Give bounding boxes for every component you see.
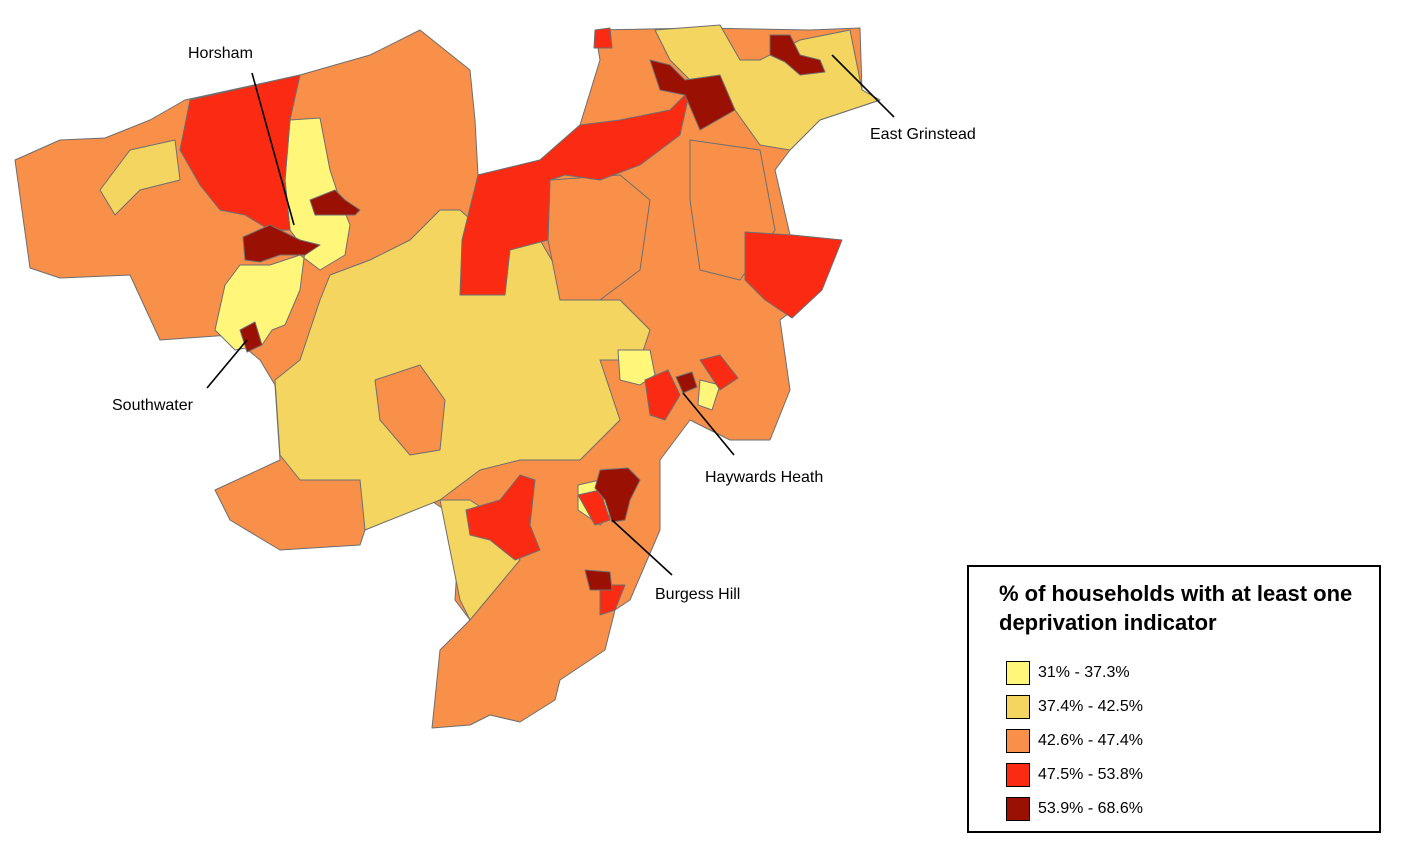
legend-label: 42.6% - 47.4% (1038, 732, 1143, 749)
haywards-heath-label: Haywards Heath (705, 469, 823, 486)
southwater-leader-line (206, 339, 248, 389)
legend-item: 31% - 37.3% (1006, 656, 1143, 690)
map-region (699, 354, 739, 391)
map-region (675, 371, 698, 394)
legend-swatch (1006, 661, 1030, 685)
map-region (584, 569, 613, 591)
map-region (459, 89, 691, 296)
map-region (697, 379, 721, 411)
legend-item: 47.5% - 53.8% (1006, 758, 1143, 792)
map-region (744, 231, 843, 319)
legend-label: 47.5% - 53.8% (1038, 766, 1143, 783)
map-region (593, 27, 613, 49)
map-region (242, 224, 321, 263)
legend-swatch (1006, 729, 1030, 753)
horsham-leader-line (251, 72, 295, 226)
legend-items: 31% - 37.3% 37.4% - 42.5% 42.6% - 47.4% … (1006, 656, 1143, 826)
legend-swatch (1006, 797, 1030, 821)
legend-label: 53.9% - 68.6% (1038, 800, 1143, 817)
legend-item: 42.6% - 47.4% (1006, 724, 1143, 758)
burgess-hill-label: Burgess Hill (655, 586, 740, 603)
horsham-label: Horsham (188, 45, 253, 62)
map-region (239, 321, 263, 353)
southwater-label: Southwater (112, 397, 194, 414)
legend-item: 53.9% - 68.6% (1006, 792, 1143, 826)
map-region (99, 139, 181, 216)
burgess-hill-leader-line (611, 519, 673, 576)
map-region (465, 474, 541, 561)
east-grinstead-label: East Grinstead (870, 126, 976, 143)
legend-label: 31% - 37.3% (1038, 664, 1130, 681)
map-region (577, 489, 611, 526)
map-region (599, 584, 626, 616)
map-region (644, 369, 681, 421)
legend-swatch (1006, 695, 1030, 719)
haywards-heath-leader-line (682, 392, 735, 456)
map-region (649, 59, 736, 131)
legend-label: 37.4% - 42.5% (1038, 698, 1143, 715)
legend-item: 37.4% - 42.5% (1006, 690, 1143, 724)
map-region (594, 467, 641, 523)
map-legend: % of households with at least one depriv… (967, 565, 1381, 833)
map-region (309, 189, 361, 216)
map-region (374, 364, 446, 456)
map-region (547, 174, 651, 301)
east-grinstead-leader-line (831, 54, 895, 118)
map-region (769, 34, 826, 76)
legend-swatch (1006, 763, 1030, 787)
legend-title: % of households with at least one depriv… (999, 581, 1353, 635)
